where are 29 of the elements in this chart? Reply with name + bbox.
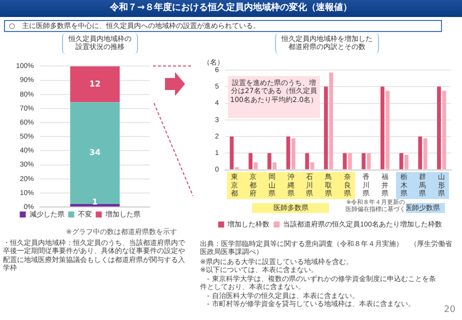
bar [324,86,328,170]
bar [362,153,366,170]
bar [380,86,384,170]
bar [267,153,272,170]
bar [230,136,234,170]
annotation: 12 [89,79,101,88]
bar [248,153,253,170]
bar [348,153,352,170]
bar [291,138,296,170]
bar [310,162,314,170]
bar [404,154,408,170]
bar [286,136,290,170]
bar [329,72,334,170]
bar [70,102,120,204]
text: 令和７→８年度における恒久定員内地域枠の変化（速報値） [0,0,462,17]
bar [70,66,120,102]
bar [305,153,310,170]
text: 20 [444,305,456,316]
bar [386,90,390,170]
bar [437,86,441,170]
annotation: 34 [89,148,101,158]
bar [366,153,371,170]
bar [423,138,428,170]
bar [418,136,422,170]
bar [342,153,347,170]
bar [399,153,404,170]
bar [254,162,258,170]
bar [272,162,277,170]
bar [442,90,446,170]
